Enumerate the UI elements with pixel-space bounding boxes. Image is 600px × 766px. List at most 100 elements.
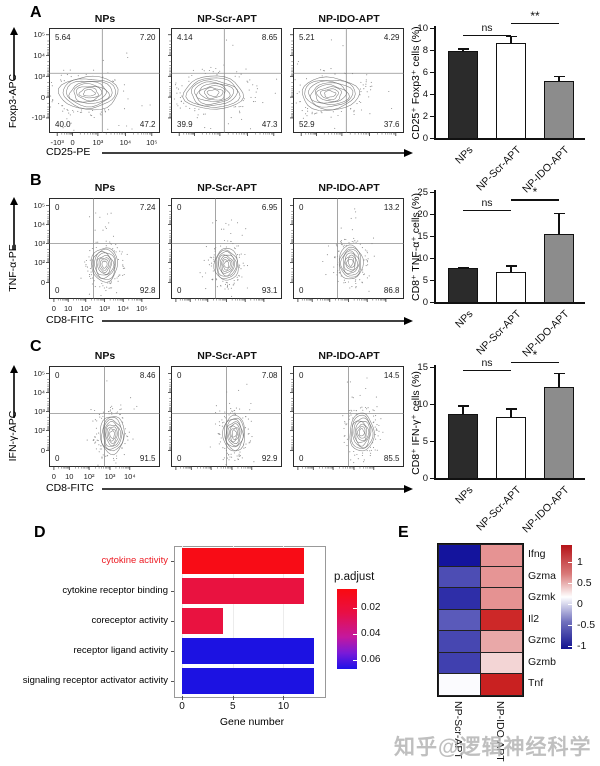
flow-y-tick-label: 10⁴ (33, 51, 45, 61)
x-axis-arrow (102, 317, 413, 325)
go-x-tick (182, 696, 183, 700)
bar (447, 268, 478, 303)
flow-x-tick-label: 10 (64, 304, 73, 313)
flow-x-axis-label: CD25-PE (46, 146, 91, 158)
bar-y-tick-label: 6 (422, 66, 428, 78)
quadrant-value-top_right: 7.20 (140, 33, 156, 42)
significance-line (511, 23, 559, 25)
error-bar-cap (553, 372, 565, 375)
flow-y-tick-label: 10³ (34, 407, 45, 416)
quadrant-value-bottom_right: 91.5 (140, 454, 156, 463)
bar-y-tick-label: 5 (422, 274, 428, 286)
heatmap-row-label: Il2 (528, 612, 540, 625)
heatmap-cell (480, 651, 523, 674)
heatmap-cell (438, 630, 481, 653)
error-bar-line (558, 75, 560, 85)
panel-letter-D: D (34, 524, 46, 541)
y-axis-arrow (10, 365, 18, 418)
heatmap-row-label: Gzmb (528, 655, 557, 668)
y-axis-arrow (10, 197, 18, 250)
quadrant-value-top_left: 0 (177, 203, 182, 212)
flow-plot-canvas: 4.14 8.65 39.9 47.3 (168, 28, 282, 136)
bar-y-tick-label: 10 (417, 398, 428, 410)
go-category-tick (171, 621, 174, 622)
go-category-tick (171, 651, 174, 652)
quadrant-value-bottom_left: 40.0 (55, 120, 71, 129)
quadrant-value-bottom_right: 47.3 (262, 120, 278, 129)
heatmap-colorbar-label: 1 (577, 555, 583, 568)
flow-y-tick-label: 10⁴ (33, 388, 45, 397)
go-category-tick (171, 591, 174, 592)
significance-line (463, 369, 511, 372)
heatmap-cell (438, 673, 481, 696)
flow-x-tick-label: 10⁵ (136, 304, 148, 313)
bar-y-tick (430, 116, 434, 118)
go-legend-tick (353, 608, 357, 609)
heatmap-colorbar-tick (568, 562, 572, 563)
flow-plot-title: NP-Scr-APT (197, 350, 257, 362)
heatmap-cell (480, 673, 523, 696)
bar (543, 234, 574, 303)
go-xlabel: Gene number (219, 716, 285, 728)
flow-x-tick-label: 10⁴ (124, 472, 136, 481)
heatmap-cell (438, 608, 481, 631)
go-bar (182, 638, 314, 664)
flow-y-axis-label: Foxp3-APC (7, 73, 19, 128)
heatmap-column-label: NP-Scr-APT (452, 700, 464, 759)
error-bar-cap (457, 405, 469, 407)
significance-label: ns (481, 356, 493, 369)
quadrant-value-top_right: 14.5 (384, 371, 400, 380)
flow-plot-canvas: 0 7.08 0 92.9 (168, 366, 282, 470)
bar-y-tick (430, 50, 434, 52)
bar-x-axis (434, 478, 585, 480)
flow-plot-title: NPs (94, 350, 116, 362)
flow-y-tick-label: 10⁵ (33, 369, 45, 378)
go-x-tick-label: 5 (229, 701, 236, 712)
flow-x-tick-label: 0 (51, 472, 56, 481)
bar (543, 81, 574, 139)
flow-y-tick-label: 10³ (34, 71, 45, 81)
quadrant-value-top_right: 4.29 (384, 33, 400, 42)
quadrant-value-top_left: 0 (299, 371, 304, 380)
heatmap-colorbar-label: -0.5 (577, 618, 596, 631)
go-legend-label: 0.02 (361, 602, 381, 613)
flow-y-tick-label: 0 (40, 278, 45, 287)
quadrant-value-top_right: 13.2 (384, 203, 400, 212)
bar-y-axis (434, 365, 436, 479)
flow-x-tick-label: 10³ (92, 138, 104, 147)
flow-y-tick-label: 10² (34, 426, 45, 435)
bar-y-tick-label: 0 (422, 132, 428, 144)
quadrant-value-bottom_left: 0 (299, 286, 304, 295)
heatmap-column-label: NP-IDO-APT (494, 700, 506, 762)
significance-label: * (532, 347, 538, 362)
significance-line (463, 209, 511, 211)
bar-y-tick (430, 258, 434, 260)
heatmap-cell (480, 630, 523, 653)
bar-ylabel: CD25⁺ Foxp3⁺ cells (%) (410, 26, 422, 140)
bar (495, 272, 526, 303)
quadrant-value-top_right: 7.08 (262, 371, 278, 380)
watermark: 知乎@逻辑神经科学 (394, 736, 592, 759)
bar-x-axis (434, 302, 585, 304)
panel-letter-E: E (398, 524, 409, 541)
heatmap-colorbar-tick (568, 646, 572, 647)
quadrant-value-top_right: 8.65 (262, 33, 278, 42)
quadrant-value-top_left: 4.14 (177, 33, 193, 42)
error-bar-line (510, 35, 512, 46)
bar (447, 414, 478, 479)
bar-y-tick (430, 192, 434, 194)
go-category-label: cytokine activity (101, 555, 168, 566)
quadrant-value-bottom_left: 0 (177, 286, 182, 295)
error-bar-cap (505, 35, 517, 37)
go-bar (182, 608, 223, 634)
heatmap-cell (480, 587, 523, 610)
error-bar-line (510, 408, 512, 420)
panel-letter-A: A (30, 4, 42, 21)
heatmap-cell (438, 544, 481, 567)
go-bar (182, 668, 314, 694)
bar-y-tick-label: 15 (417, 230, 428, 242)
quadrant-value-top_right: 6.95 (262, 203, 278, 212)
bar (543, 386, 574, 479)
flow-y-axis-label: IFN-γ-APC (7, 410, 19, 462)
bar-y-tick (430, 28, 434, 30)
